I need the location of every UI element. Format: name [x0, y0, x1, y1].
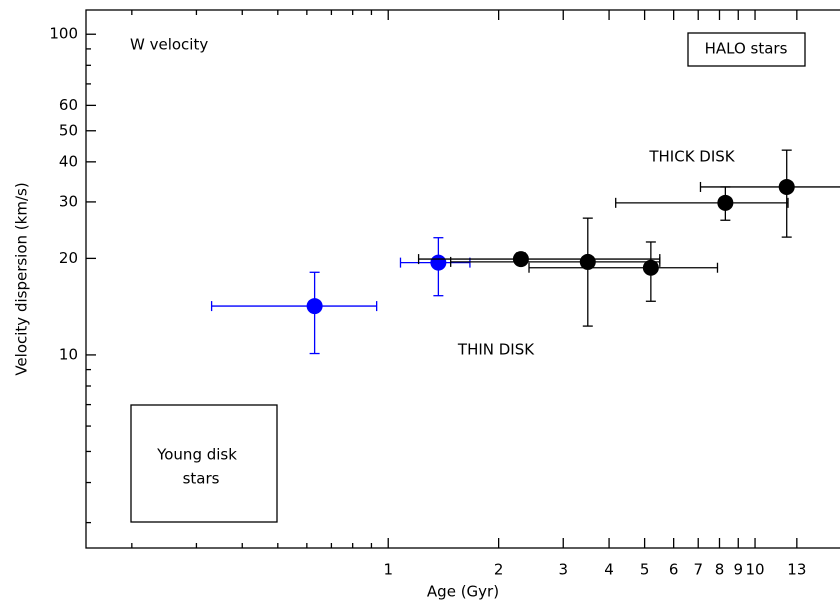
data-point: [579, 253, 596, 270]
y-tick-label: 40: [59, 152, 78, 170]
y-tick-label: 20: [59, 249, 78, 267]
x-tick-label: 3: [558, 561, 568, 579]
x-tick-label: 9: [733, 561, 743, 579]
annotation-box: [130, 404, 278, 523]
x-tick-label: 10: [745, 561, 764, 579]
x-tick-label: 4: [604, 561, 614, 579]
x-tick-label: 13: [787, 561, 806, 579]
data-point: [512, 251, 529, 268]
plot-frame: [85, 9, 840, 549]
y-tick-label: 60: [59, 96, 78, 114]
x-tick-label: 8: [715, 561, 725, 579]
y-tick-label: 30: [59, 192, 78, 210]
data-point: [306, 298, 323, 315]
annotation: W velocity: [130, 36, 208, 54]
annotation: HALO stars: [705, 40, 788, 58]
annotation: Young disk: [156, 446, 237, 464]
x-tick-label: 2: [494, 561, 504, 579]
y-tick-label: 50: [59, 121, 78, 139]
x-tick-label: 5: [640, 561, 650, 579]
y-axis-label: Velocity dispersion (km/s): [13, 182, 31, 375]
y-tick-label: 10: [59, 345, 78, 363]
annotation: stars: [183, 470, 220, 488]
annotation-box: [687, 32, 806, 67]
data-point: [642, 259, 659, 276]
x-axis-label: Age (Gyr): [427, 583, 499, 601]
x-tick-label: 7: [693, 561, 703, 579]
annotation: THIN DISK: [457, 341, 535, 359]
data-point: [430, 254, 447, 271]
data-point: [717, 194, 734, 211]
x-tick-label: 6: [669, 561, 679, 579]
y-tick-label: 100: [49, 25, 78, 43]
annotation: THICK DISK: [648, 148, 735, 166]
x-tick-label: 1: [383, 561, 393, 579]
data-point: [778, 178, 795, 195]
